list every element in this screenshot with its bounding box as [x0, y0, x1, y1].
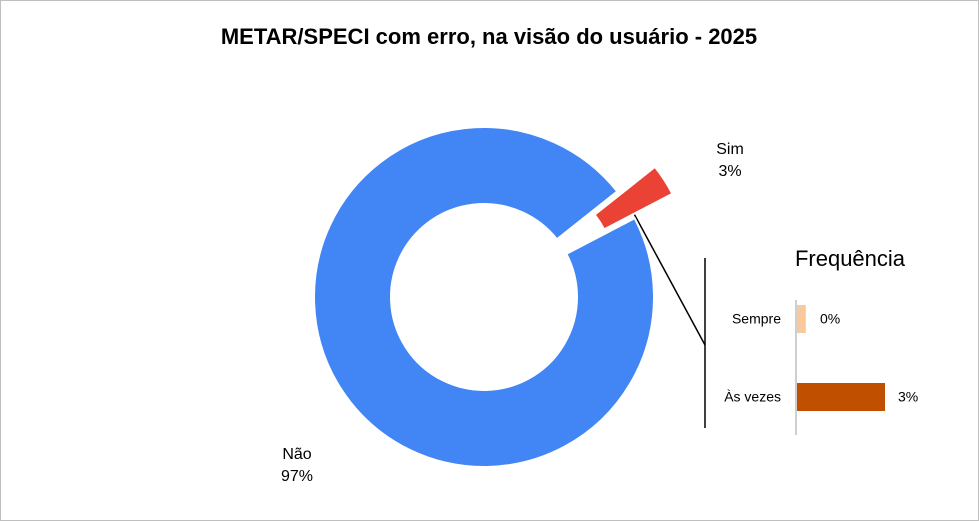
slice-label: Não: [282, 446, 311, 463]
slice-value: 97%: [281, 468, 313, 485]
donut-slice: [313, 126, 655, 468]
bar: [797, 383, 885, 411]
bar-value: 0%: [820, 311, 840, 327]
bar-title: Frequência: [795, 246, 906, 271]
bar-value: 3%: [898, 389, 918, 405]
bar: [797, 305, 806, 333]
chart-title: METAR/SPECI com erro, na visão do usuári…: [221, 24, 757, 49]
bar-category: Às vezes: [724, 389, 781, 405]
donut-slice: [593, 165, 674, 231]
slice-label: Sim: [716, 141, 744, 158]
slice-value: 3%: [718, 163, 741, 180]
bar-category: Sempre: [732, 311, 781, 327]
leader-line: [631, 209, 706, 346]
